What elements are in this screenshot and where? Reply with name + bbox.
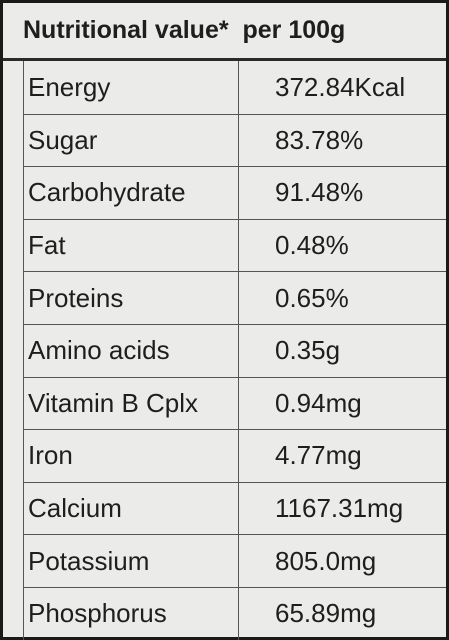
nutrient-value: 0.35g — [275, 335, 341, 366]
nutrient-name: Proteins — [23, 272, 239, 324]
nutrient-value: 805.0mg — [275, 545, 377, 576]
nutrient-name: Fat — [23, 219, 239, 272]
nutrient-value: 83.78% — [275, 124, 364, 155]
nutrient-name: Energy — [23, 61, 239, 114]
table-row: Potassium 805.0mg — [23, 534, 446, 587]
table-row: Energy 372.84Kcal — [23, 61, 446, 114]
table-body: Energy 372.84Kcal Sugar 83.78% Carbohydrate 9… — [3, 61, 446, 640]
nutrient-name: Potassium — [23, 535, 239, 587]
nutrient-value: 65.89mg — [275, 598, 377, 629]
table-row: Vitamin B Cplx 0.94mg — [23, 376, 446, 430]
nutrient-name: Calcium — [23, 482, 239, 535]
nutrient-value: 372.84Kcal — [275, 71, 406, 102]
table-row: Proteins 0.65% — [23, 271, 446, 324]
table-header: Nutritional value* per 100g — [3, 3, 446, 61]
nutrient-value: 0.48% — [275, 230, 349, 261]
nutrient-name: Carbohydrate — [23, 167, 239, 219]
table-row: Carbohydrate 91.48% — [23, 166, 446, 219]
nutrient-name: Vitamin B Cplx — [23, 377, 239, 430]
nutrient-name: Phosphorus — [23, 587, 239, 640]
table-row: Amino acids 0.35g — [23, 323, 446, 377]
nutrient-name: Iron — [23, 430, 239, 482]
nutrient-name: Amino acids — [23, 324, 239, 377]
nutrient-name: Sugar — [23, 114, 239, 167]
nutrient-value: 0.65% — [275, 282, 349, 313]
nutrient-value: 1167.31mg — [275, 493, 404, 524]
table-row: Calcium 1167.31mg — [23, 481, 446, 535]
nutrient-value: 0.94mg — [275, 387, 362, 418]
table-row: Fat 0.48% — [23, 218, 446, 272]
table-row: Iron 4.77mg — [23, 429, 446, 482]
nutrient-value: 91.48% — [275, 177, 364, 208]
table-row: Sugar 83.78% — [23, 113, 446, 167]
table-row: Phosphorus 65.89mg — [23, 586, 446, 640]
nutrient-value: 4.77mg — [275, 440, 362, 471]
